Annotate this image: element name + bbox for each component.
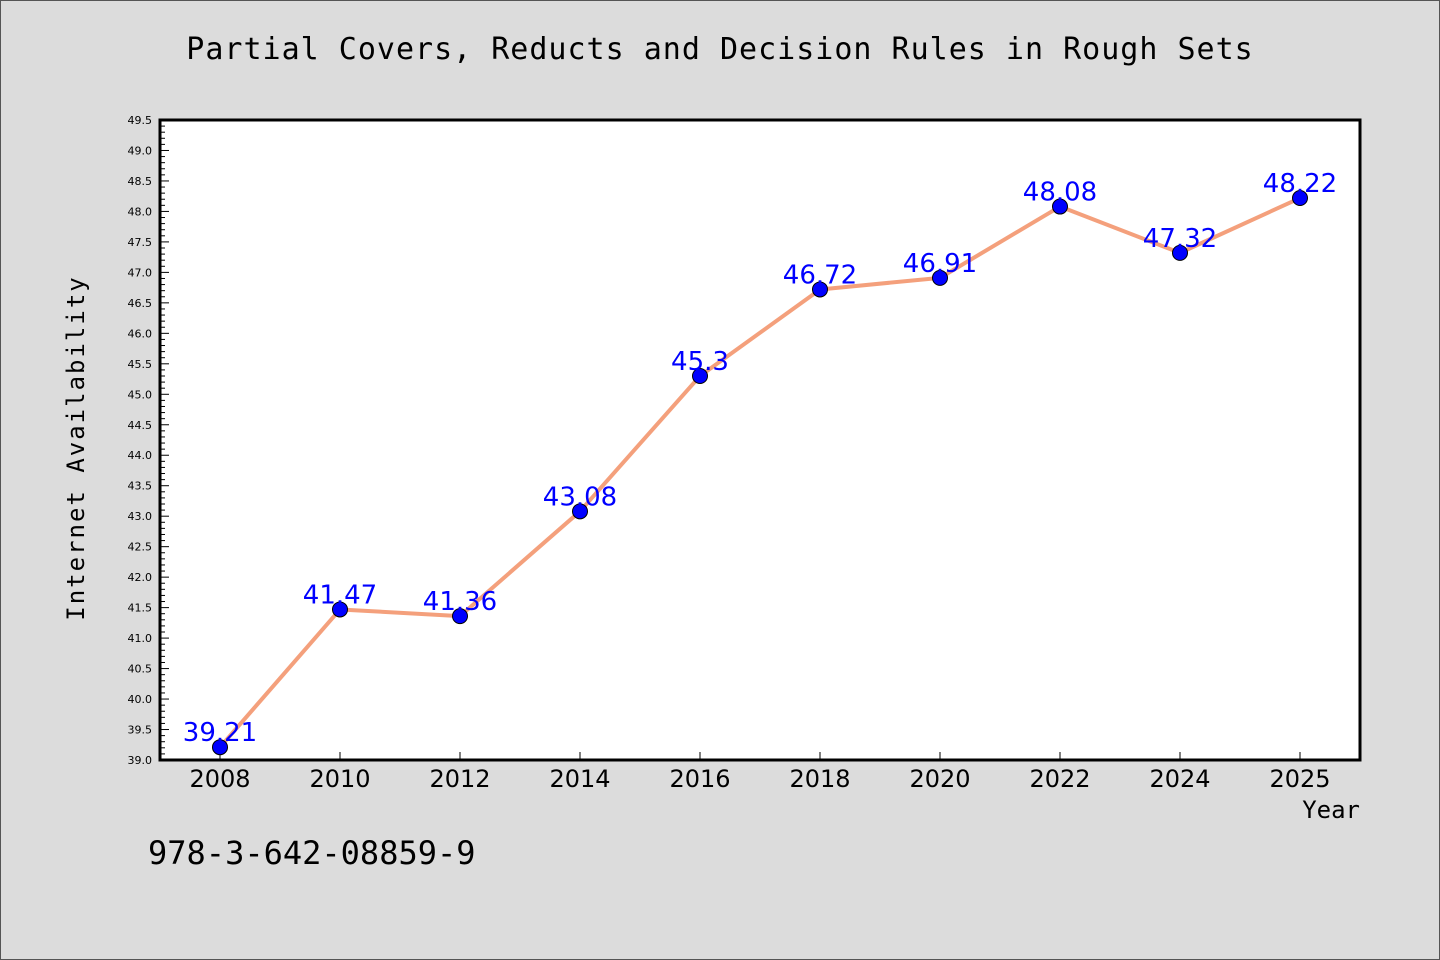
y-tick-label: 46.5 [128,297,153,310]
data-label: 45.3 [671,347,729,377]
y-tick-label: 42.0 [128,571,153,584]
data-point [692,368,708,384]
y-tick-label: 49.0 [128,144,153,157]
y-tick-label: 40.5 [128,663,153,676]
x-tick-label: 2022 [1029,765,1090,793]
x-tick-label: 2020 [909,765,970,793]
y-tick-label: 47.5 [128,236,153,249]
y-tick-label: 46.0 [128,327,153,340]
y-tick-label: 45.0 [128,388,153,401]
data-label: 47.32 [1143,224,1217,254]
data-point [452,608,468,625]
chart-title: Partial Covers, Reducts and Decision Rul… [186,32,1254,67]
data-label: 43.08 [543,482,617,512]
y-tick-label: 43.5 [128,480,153,493]
y-tick-label: 39.5 [128,724,153,737]
data-point [932,269,948,286]
y-tick-label: 49.5 [128,114,153,127]
data-point [1052,198,1068,215]
x-tick-label: 2010 [309,765,370,793]
y-tick-label: 44.0 [128,449,153,462]
data-point [332,601,348,618]
series-line [218,196,1301,749]
data-label: 46.72 [783,260,857,290]
y-tick-label: 45.5 [128,358,153,371]
y-tick-label: 48.0 [128,205,153,218]
data-label: 39.21 [183,718,257,748]
data-label: 48.22 [1263,169,1337,199]
y-tick-label: 40.0 [128,693,153,706]
plot-area [158,118,1362,762]
x-tick-label: 2014 [549,765,610,793]
x-tick-label: 2012 [429,765,490,793]
y-tick-label: 39.0 [128,754,153,767]
x-tick-label: 2016 [669,765,730,793]
y-tick-label: 41.5 [128,602,153,615]
data-point [572,503,588,520]
x-tick-label: 2025 [1269,765,1330,793]
x-axis-label: Year [1302,796,1360,824]
data-point [212,739,228,756]
data-point [812,281,828,298]
data-point [1292,190,1308,207]
x-tick-label: 2008 [189,765,250,793]
data-label: 41.47 [303,580,377,610]
y-tick-label: 41.0 [128,632,153,645]
y-tick-label: 44.5 [128,419,153,432]
data-label: 48.08 [1023,178,1097,208]
isbn-text: 978-3-642-08859-9 [148,834,476,872]
data-point [1172,244,1188,261]
data-label: 41.36 [423,587,497,617]
x-tick-label: 2024 [1149,765,1210,793]
y-tick-label: 47.0 [128,266,153,279]
x-tick-label: 2018 [789,765,850,793]
y-tick-label: 48.5 [128,175,153,188]
data-label: 46.91 [903,249,977,279]
y-tick-label: 43.0 [128,510,153,523]
y-tick-label: 42.5 [128,541,153,554]
